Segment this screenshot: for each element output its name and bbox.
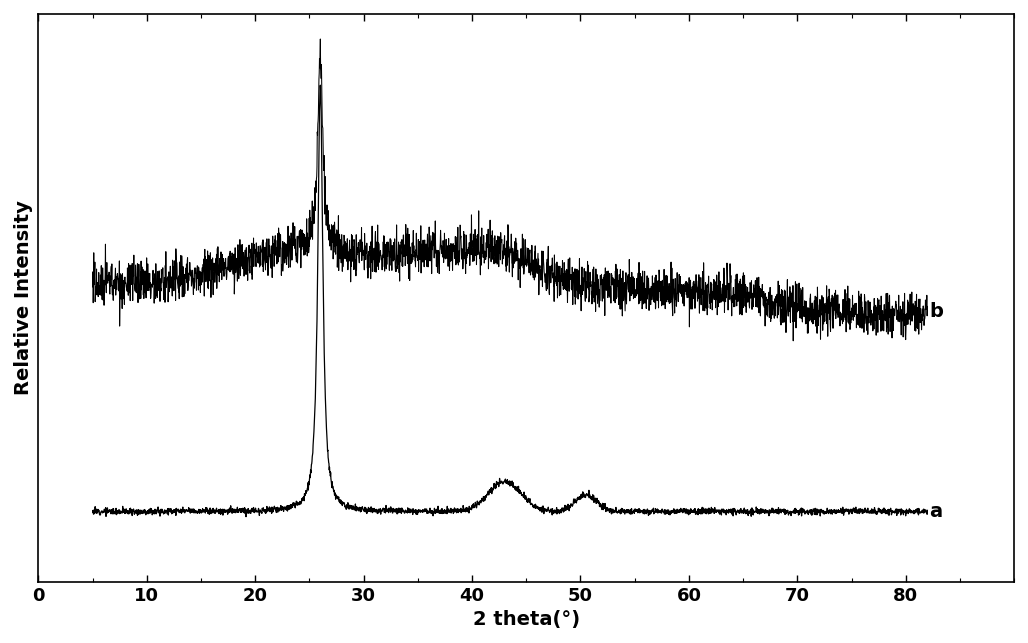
Y-axis label: Relative Intensity: Relative Intensity: [14, 201, 33, 395]
Text: b: b: [929, 302, 944, 321]
Text: a: a: [929, 502, 943, 521]
X-axis label: 2 theta(°): 2 theta(°): [473, 610, 580, 629]
